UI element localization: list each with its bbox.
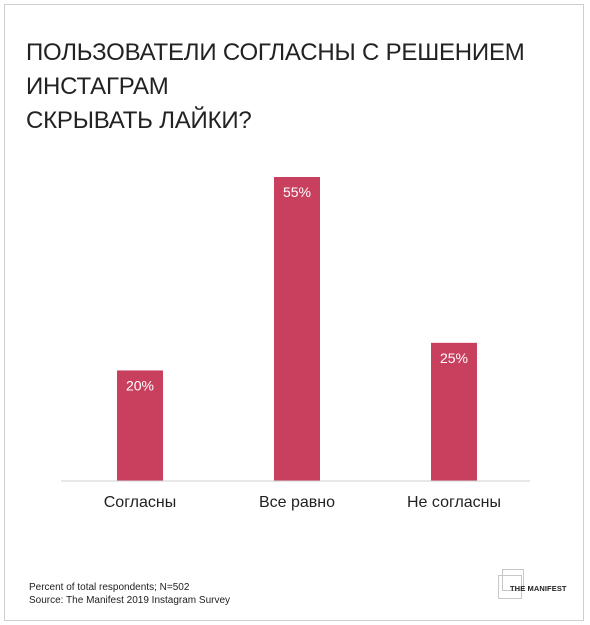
logo-square-front: [498, 575, 522, 599]
footer-source: Source: The Manifest 2019 Instagram Surv…: [29, 595, 231, 606]
category-label-1: Согласны: [104, 494, 177, 511]
chart-footer: Percent of total respondents; N=502 Sour…: [29, 581, 230, 607]
logo-square-back: [502, 569, 524, 591]
chart-title-line-2: СКРЫВАТЬ ЛАЙКИ?: [26, 107, 252, 134]
bar-1: [117, 370, 163, 481]
bar-2: [274, 177, 320, 481]
data-label-3: 25%: [440, 350, 468, 366]
category-label-2: Все равно: [259, 494, 335, 511]
chart-title-line-1: ПОЛЬЗОВАТЕЛИ СОГЛАСНЫ С РЕШЕНИЕМ ИНСТАГР…: [26, 39, 525, 100]
footer-note: Percent of total respondents; N=502: [29, 582, 190, 593]
data-label-2: 55%: [283, 184, 311, 200]
logo-text: THE MANIFEST: [510, 584, 567, 593]
data-label-1: 20%: [126, 377, 154, 393]
category-label-3: Не согласны: [407, 494, 501, 511]
the-manifest-logo: THE MANIFEST: [498, 569, 567, 609]
chart-title: ПОЛЬЗОВАТЕЛИ СОГЛАСНЫ С РЕШЕНИЕМ ИНСТАГР…: [26, 36, 566, 138]
bar-3: [431, 342, 477, 481]
